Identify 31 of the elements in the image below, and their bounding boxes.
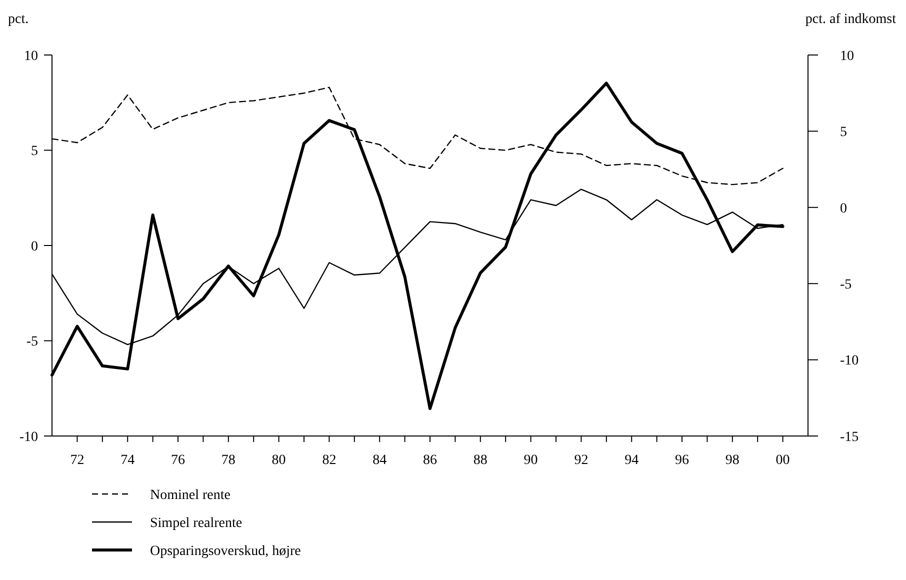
x-tick-label: 84 xyxy=(372,453,387,468)
legend-label: Simpel realrente xyxy=(150,516,242,531)
y-tick-label: 5 xyxy=(31,144,38,160)
y2-axis-title: pct. af indkomst xyxy=(805,12,896,27)
x-tick-label: 88 xyxy=(473,453,488,468)
x-tick-label: 98 xyxy=(725,453,740,468)
x-tick-label: 82 xyxy=(322,453,336,468)
y-axis-title: pct. xyxy=(8,12,29,27)
x-tick-label: 92 xyxy=(574,453,588,468)
y-tick-label: -10 xyxy=(19,430,38,445)
x-tick-label: 90 xyxy=(524,453,538,468)
x-tick-label: 94 xyxy=(624,453,639,468)
y2-tick-label: -5 xyxy=(840,278,852,292)
x-tick-label: 96 xyxy=(675,453,689,468)
legend-label: Opsparingsoverskud, højre xyxy=(150,544,301,559)
y2-tick-label: 0 xyxy=(840,201,847,216)
y2-tick-label: 10 xyxy=(840,48,854,64)
y-tick-label: -5 xyxy=(26,334,38,350)
x-tick-label: 76 xyxy=(171,453,185,468)
x-tick-label: 00 xyxy=(776,453,790,468)
x-tick-label: 72 xyxy=(70,453,84,468)
y2-tick-label: -10 xyxy=(840,354,859,369)
x-tick-label: 80 xyxy=(272,453,286,468)
y-tick-label: 10 xyxy=(24,48,38,64)
y2-tick-label: -15 xyxy=(840,430,859,445)
legend-label: Nominel rente xyxy=(150,488,230,503)
y2-tick-label: 5 xyxy=(840,125,847,140)
x-tick-label: 86 xyxy=(423,453,437,468)
x-tick-label: 78 xyxy=(221,453,236,468)
y-tick-label: 0 xyxy=(31,239,38,254)
x-tick-label: 74 xyxy=(120,453,135,468)
